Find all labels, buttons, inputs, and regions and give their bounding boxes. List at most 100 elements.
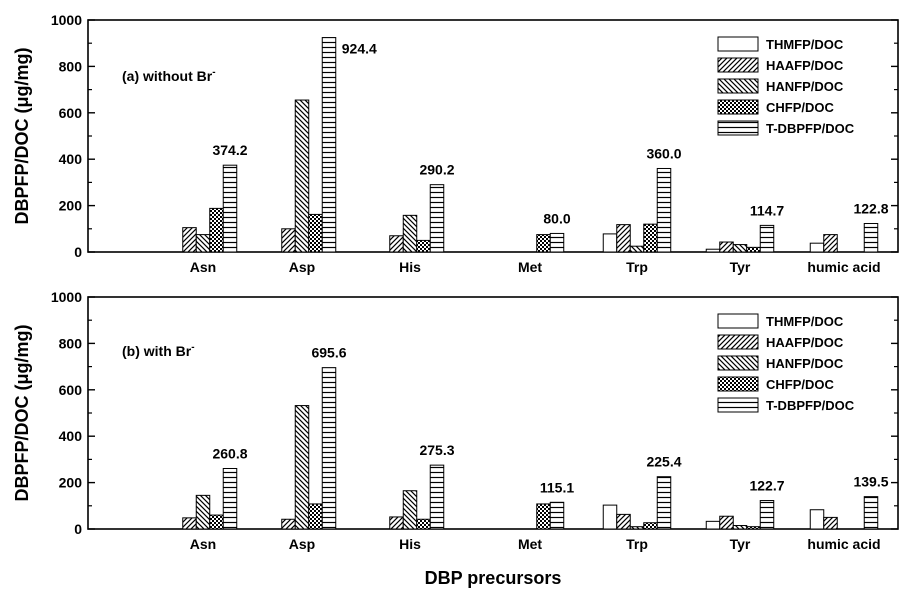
bar-t-dbpfp-doc-asp [321, 367, 337, 530]
bar-hanfp-doc-asp [294, 405, 310, 530]
total-label: 924.4 [342, 41, 377, 57]
legend-item: HANFP/DOC [717, 78, 844, 94]
legend-swatch [717, 78, 759, 94]
y-tick: 600 [59, 366, 898, 398]
legend-swatch [717, 120, 759, 136]
bar-hanfp-doc-asn [195, 234, 211, 253]
bar-haafp-doc-trp [616, 513, 631, 530]
bar-t-dbpfp-doc-humic-acid [863, 223, 879, 253]
bar-haafp-doc-his [389, 235, 404, 253]
panel-b-bars [182, 367, 879, 530]
bar-thmfp-doc-tyr [705, 520, 721, 530]
bar-t-dbpfp-doc-asn [222, 467, 238, 530]
bar-hanfp-doc-tyr [732, 525, 748, 530]
y-tick: 1000 [51, 289, 898, 305]
bar-t-dbpfp-doc-met [549, 232, 565, 253]
legend-label: HANFP/DOC [766, 356, 844, 371]
y-tick-label: 800 [59, 58, 83, 74]
bar-thmfp-doc-tyr [705, 248, 721, 253]
bar-chfp-doc-his [416, 239, 431, 253]
legend-item: HAAFP/DOC [717, 57, 844, 73]
legend-item: T-DBPFP/DOC [717, 120, 855, 136]
legend-item: HANFP/DOC [717, 355, 844, 371]
panel-a: 0 200 400 600 800 1000 (a) without Br- 374.2 9… [12, 12, 899, 275]
y-tick: 400 [59, 135, 898, 167]
legend-item: T-DBPFP/DOC [717, 397, 855, 413]
category-label: humic acid [807, 536, 880, 552]
bar-t-dbpfp-doc-asp [321, 37, 337, 253]
total-label: 114.7 [750, 202, 784, 218]
legend-label: CHFP/DOC [766, 377, 835, 392]
bar-chfp-doc-asp [308, 213, 323, 253]
total-label: 275.3 [419, 442, 454, 458]
panel-b-label-superscript: - [191, 342, 194, 353]
bar-thmfp-doc-trp [602, 504, 618, 530]
bar-haafp-doc-asp [281, 518, 296, 530]
panel-a-bars [182, 37, 879, 253]
bar-t-dbpfp-doc-his [429, 184, 445, 253]
bar-haafp-doc-his [389, 516, 404, 530]
y-tick: 800 [59, 42, 898, 74]
bar-chfp-doc-tyr [746, 526, 761, 530]
bar-haafp-doc-trp [616, 224, 631, 253]
bar-chfp-doc-asn [209, 207, 224, 253]
panel-a-category-labels: Asn Asp His Met Trp Tyr humic acid [190, 259, 881, 275]
bar-t-dbpfp-doc-his [429, 464, 445, 530]
bar-hanfp-doc-trp [629, 526, 645, 530]
bar-t-dbpfp-doc-asn [222, 164, 238, 253]
legend-item: THMFP/DOC [717, 36, 844, 52]
bar-chfp-doc-his [416, 518, 431, 530]
legend-swatch [717, 397, 759, 413]
y-tick: 400 [59, 412, 898, 444]
bar-hanfp-doc-asp [294, 99, 310, 253]
total-label: 115.1 [540, 479, 574, 495]
panel-a-label-superscript: - [212, 67, 215, 78]
bar-haafp-doc-asn [182, 227, 197, 253]
bar-chfp-doc-asp [308, 503, 323, 530]
y-tick-label: 0 [74, 244, 82, 260]
panel-b-y-axis: 0 200 400 600 800 1000 [51, 289, 898, 537]
panel-a-label: (a) without Br- [122, 67, 216, 84]
panel-b-label: (b) with Br- [122, 342, 195, 359]
y-tick-label: 200 [59, 198, 83, 214]
y-tick: 200 [59, 181, 898, 214]
bar-chfp-doc-tyr [746, 246, 761, 253]
bar-t-dbpfp-doc-humic-acid [863, 496, 879, 530]
legend-label: T-DBPFP/DOC [766, 398, 855, 413]
bar-hanfp-doc-asn [195, 494, 211, 530]
legend-label: HAAFP/DOC [766, 335, 844, 350]
panel-b-total-labels: 260.8 695.6 275.3 115.1 225.4 122.7 139.5 [212, 345, 888, 496]
y-tick: 0 [74, 228, 898, 260]
y-tick-label: 1000 [51, 12, 82, 28]
total-label: 290.2 [419, 162, 454, 178]
legend-item: HAAFP/DOC [717, 334, 844, 350]
category-label: Trp [626, 259, 648, 275]
panel-a-y-axis-label: DBPFP/DOC (μg/mg) [12, 47, 32, 224]
bar-hanfp-doc-tyr [732, 244, 748, 253]
y-tick-label: 600 [59, 105, 83, 121]
category-label: His [399, 259, 421, 275]
bar-chfp-doc-trp [643, 522, 658, 530]
panel-b-frame [87, 296, 899, 530]
total-label: 360.0 [646, 145, 681, 161]
category-label: His [399, 536, 421, 552]
legend-swatch [717, 355, 759, 371]
category-label: Tyr [730, 259, 751, 275]
y-tick-label: 400 [59, 151, 83, 167]
total-label: 225.4 [646, 454, 681, 470]
y-tick-label: 400 [59, 428, 83, 444]
total-label: 139.5 [853, 474, 888, 490]
legend-item: THMFP/DOC [717, 313, 844, 329]
bar-chfp-doc-met [536, 234, 551, 253]
bar-haafp-doc-humic-acid [823, 234, 838, 253]
y-tick: 600 [59, 88, 898, 121]
bar-thmfp-doc-trp [602, 233, 618, 253]
panel-b-legend: THMFP/DOC HAAFP/DOC HANFP/DOC CHFP/DOC T-DBP… [717, 313, 855, 413]
panel-b: 0 200 400 600 800 1000 (b) with Br- 260.8 695.… [12, 289, 899, 552]
bar-t-dbpfp-doc-met [549, 501, 565, 530]
y-tick-label: 600 [59, 382, 83, 398]
legend-label: THMFP/DOC [766, 314, 844, 329]
y-tick: 0 [74, 505, 898, 537]
